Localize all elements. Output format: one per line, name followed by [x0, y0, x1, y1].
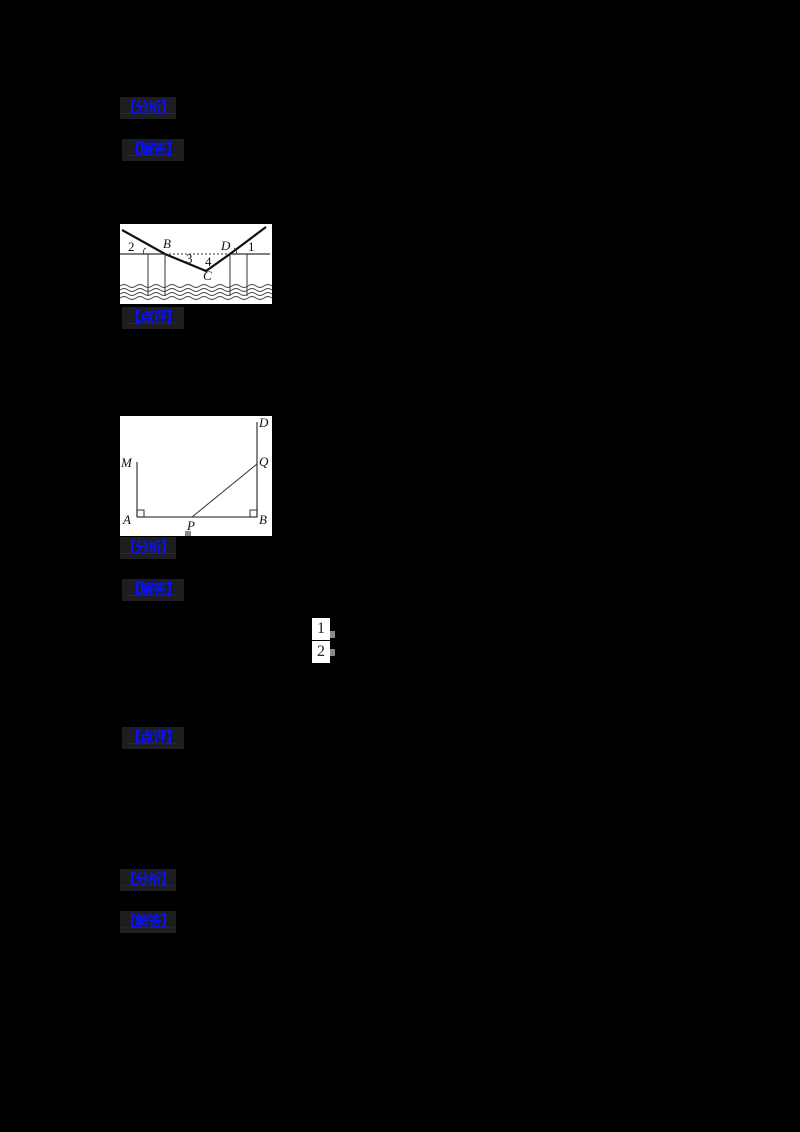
section-label-solution: 【解答】 — [120, 911, 176, 933]
section-label-solution: 【解答】 — [122, 139, 184, 161]
bridge-angle-figure: 2 B 3 4 C D 1 — [120, 224, 272, 304]
point-d-label: D — [220, 238, 231, 253]
angle-4-label: 4 — [205, 254, 212, 269]
fraction-numerator: 1 — [312, 618, 330, 640]
angle-2-label: 2 — [128, 239, 135, 254]
right-angle-diagram: M A P B Q D — [120, 416, 269, 533]
fraction-marker-bottom — [330, 649, 335, 656]
point-q-label: Q — [259, 454, 269, 469]
section-label-comment: 【点评】 — [122, 307, 184, 329]
section-label-solution: 【解答】 — [122, 579, 184, 601]
point-d-label: D — [258, 416, 269, 430]
point-a-label: A — [122, 512, 131, 527]
angle-3-label: 3 — [186, 251, 193, 266]
point-b-label: B — [259, 512, 267, 527]
point-c-label: C — [203, 268, 212, 283]
image-marker — [185, 531, 191, 536]
angle-1-label: 1 — [248, 239, 255, 254]
fraction-denominator: 2 — [312, 641, 330, 663]
point-m-label: M — [120, 455, 133, 470]
fraction-one-half: 1 2 — [312, 616, 330, 664]
section-label-analysis: 【分析】 — [120, 869, 176, 891]
fraction-bar — [312, 640, 330, 641]
fraction-marker-top — [330, 631, 335, 638]
right-angle-figure: M A P B Q D — [120, 416, 272, 536]
section-label-analysis: 【分析】 — [120, 97, 176, 119]
point-p-label: P — [186, 518, 195, 533]
section-label-analysis: 【分析】 — [120, 537, 176, 559]
point-b-label: B — [163, 236, 171, 251]
bridge-angle-diagram: 2 B 3 4 C D 1 — [120, 226, 272, 300]
section-label-comment: 【点评】 — [122, 727, 184, 749]
